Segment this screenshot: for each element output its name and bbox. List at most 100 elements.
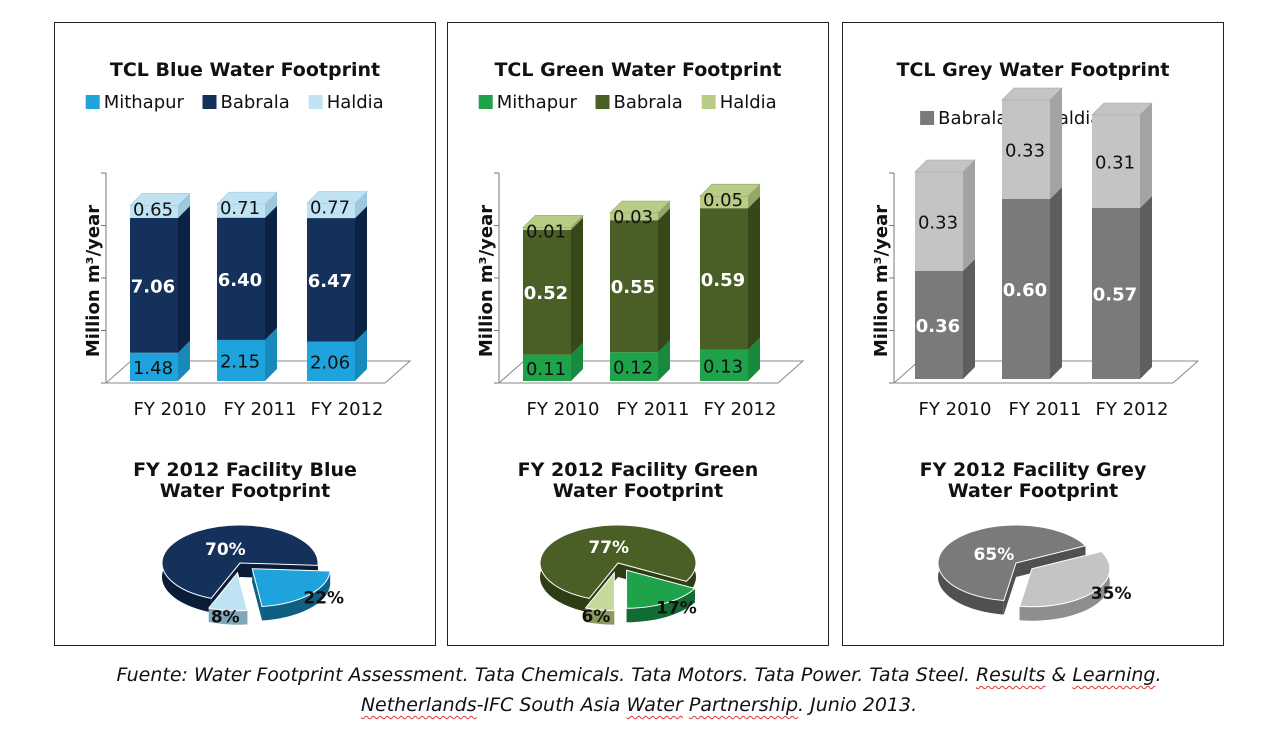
bar-side-babrala-fy-2010: [963, 259, 975, 379]
bar-babrala-fy-2011: [610, 220, 658, 353]
bar-side-mithapur-fy-2011: [658, 340, 670, 381]
data-label-babrala-fy-2011: 0.55: [611, 277, 655, 298]
bar-babrala-fy-2010: [915, 271, 963, 379]
data-label-haldia-fy-2010: 0.33: [918, 213, 958, 234]
bar-side-babrala-fy-2010: [571, 217, 583, 355]
bar-haldia-fy-2010: [130, 205, 178, 218]
pie-slice-mithapur: [251, 568, 331, 607]
bar-haldia-fy-2011: [217, 204, 265, 218]
blue-footprint-panel: TCL Blue Water Footprint Mithapur Babrala H…: [54, 22, 436, 646]
pie-slice-haldia: [584, 571, 615, 612]
data-label-babrala-fy-2012: 6.47: [308, 271, 352, 292]
x-tick-label-fy-2012: FY 2012: [311, 399, 384, 420]
bar-haldia-fy-2011: [610, 213, 658, 221]
bar-side-haldia-fy-2010: [963, 160, 975, 271]
y-axis-label: Million m³/year: [871, 205, 892, 357]
bar-haldia-fy-2012: [1092, 115, 1140, 208]
bar-haldia-fy-2012: [307, 203, 355, 219]
pie-slice-haldia: [1018, 550, 1111, 608]
data-label-babrala-fy-2011: 6.40: [218, 270, 262, 291]
pie-side-mithapur: [626, 588, 695, 623]
bar-top-fy-2012: [306, 191, 368, 204]
bar-side-mithapur-fy-2012: [355, 329, 367, 381]
data-label-mithapur-fy-2012: 0.13: [703, 356, 743, 377]
data-label-mithapur-fy-2010: 0.11: [526, 359, 566, 380]
bar-side-mithapur-fy-2010: [571, 342, 583, 381]
legend-swatch-haldia: [701, 95, 716, 109]
caption-underlined-word: Learning: [1072, 664, 1156, 686]
bar-side-babrala-fy-2012: [748, 196, 760, 350]
legend-swatch-mithapur: [478, 95, 493, 109]
bar-haldia-fy-2010: [523, 227, 571, 230]
bar-side-babrala-fy-2011: [658, 208, 670, 353]
data-label-haldia-fy-2011: 0.33: [1005, 141, 1045, 162]
pie-slice-haldia: [207, 571, 248, 612]
bar-mithapur-fy-2011: [217, 339, 265, 381]
pie-wall-mithapur: [252, 568, 263, 621]
caption-text: &: [1045, 664, 1073, 686]
green-footprint-panel: TCL Green Water Footprint Mithapur Babrala…: [447, 22, 829, 646]
pie-wall-babrala: [1003, 563, 1016, 615]
y-axis-label: Million m³/year: [476, 205, 497, 357]
data-label-babrala-fy-2012: 0.59: [701, 270, 745, 291]
legend-label-mithapur: Mithapur: [497, 92, 578, 113]
data-label-haldia-fy-2010: 0.01: [526, 221, 566, 242]
data-label-haldia-fy-2012: 0.31: [1095, 153, 1135, 174]
bar-top-fy-2011: [216, 191, 278, 205]
legend-label-mithapur: Mithapur: [104, 92, 185, 113]
bar-haldia-fy-2011: [1002, 100, 1050, 199]
bar-top-fy-2010: [129, 193, 191, 206]
bar-side-haldia-fy-2011: [265, 192, 277, 218]
legend-label-babrala: Babrala: [614, 92, 683, 113]
pie-label-haldia: 35%: [1091, 584, 1132, 604]
legend-swatch-babrala: [595, 95, 610, 109]
data-label-haldia-fy-2010: 0.65: [133, 199, 173, 220]
caption-text: -IFC South Asia: [476, 694, 627, 716]
caption-underlined-word: Partnership: [688, 694, 799, 716]
caption-text: Fuente: Water Footprint Assessment. Tata…: [116, 664, 976, 686]
bar-babrala-fy-2012: [700, 208, 748, 350]
pie-side-mithapur: [262, 571, 331, 621]
data-label-haldia-fy-2012: 0.05: [703, 190, 743, 211]
data-label-babrala-fy-2010: 0.52: [524, 283, 568, 304]
pie-slice-babrala: [937, 524, 1087, 602]
bar-mithapur-fy-2010: [130, 352, 178, 381]
pie-slice-mithapur: [626, 569, 696, 609]
bar-top-fy-2010: [522, 215, 584, 228]
bar-babrala-fy-2010: [130, 217, 178, 353]
data-label-mithapur-fy-2011: 0.12: [613, 358, 653, 379]
legend-swatch-haldia: [308, 95, 323, 109]
data-label-mithapur-fy-2010: 1.48: [133, 358, 173, 379]
x-tick-label-fy-2012: FY 2012: [704, 399, 777, 420]
bar-babrala-fy-2010: [523, 229, 571, 355]
pie-label-mithapur: 17%: [656, 599, 697, 619]
bar-top-fy-2012: [1091, 102, 1153, 116]
bar-babrala-fy-2011: [217, 217, 265, 340]
x-tick-label-fy-2012: FY 2012: [1096, 399, 1169, 420]
bar-side-haldia-fy-2010: [178, 193, 190, 218]
pie-side-haldia: [1019, 551, 1110, 621]
data-label-babrala-fy-2011: 0.60: [1003, 280, 1047, 301]
x-tick-label-fy-2011: FY 2011: [617, 399, 690, 420]
data-label-haldia-fy-2011: 0.03: [613, 207, 653, 228]
bar-side-haldia-fy-2012: [1140, 103, 1152, 208]
data-label-haldia-fy-2012: 0.77: [310, 197, 350, 218]
bar-haldia-fy-2012: [700, 196, 748, 209]
pie-label-babrala: 77%: [588, 538, 629, 558]
bar-side-mithapur-fy-2010: [178, 340, 190, 381]
y-axis-label: Million m³/year: [83, 205, 104, 357]
chart-title: TCL Green Water Footprint: [494, 59, 781, 81]
caption-text: .: [1155, 664, 1162, 686]
bar-side-haldia-fy-2011: [1050, 88, 1062, 199]
pie-label-babrala: 65%: [974, 545, 1015, 565]
bar-babrala-fy-2012: [307, 218, 355, 342]
bar-side-mithapur-fy-2011: [265, 327, 277, 381]
pie-slice-babrala: [539, 524, 697, 599]
data-label-mithapur-fy-2012: 2.06: [310, 352, 350, 373]
bar-mithapur-fy-2011: [610, 352, 658, 381]
source-caption: Fuente: Water Footprint Assessment. Tata…: [0, 660, 1278, 720]
chart-title: TCL Blue Water Footprint: [110, 59, 380, 81]
pie-title-line-1: FY 2012 Facility Green: [518, 459, 759, 481]
bar-side-haldia-fy-2012: [748, 184, 760, 209]
